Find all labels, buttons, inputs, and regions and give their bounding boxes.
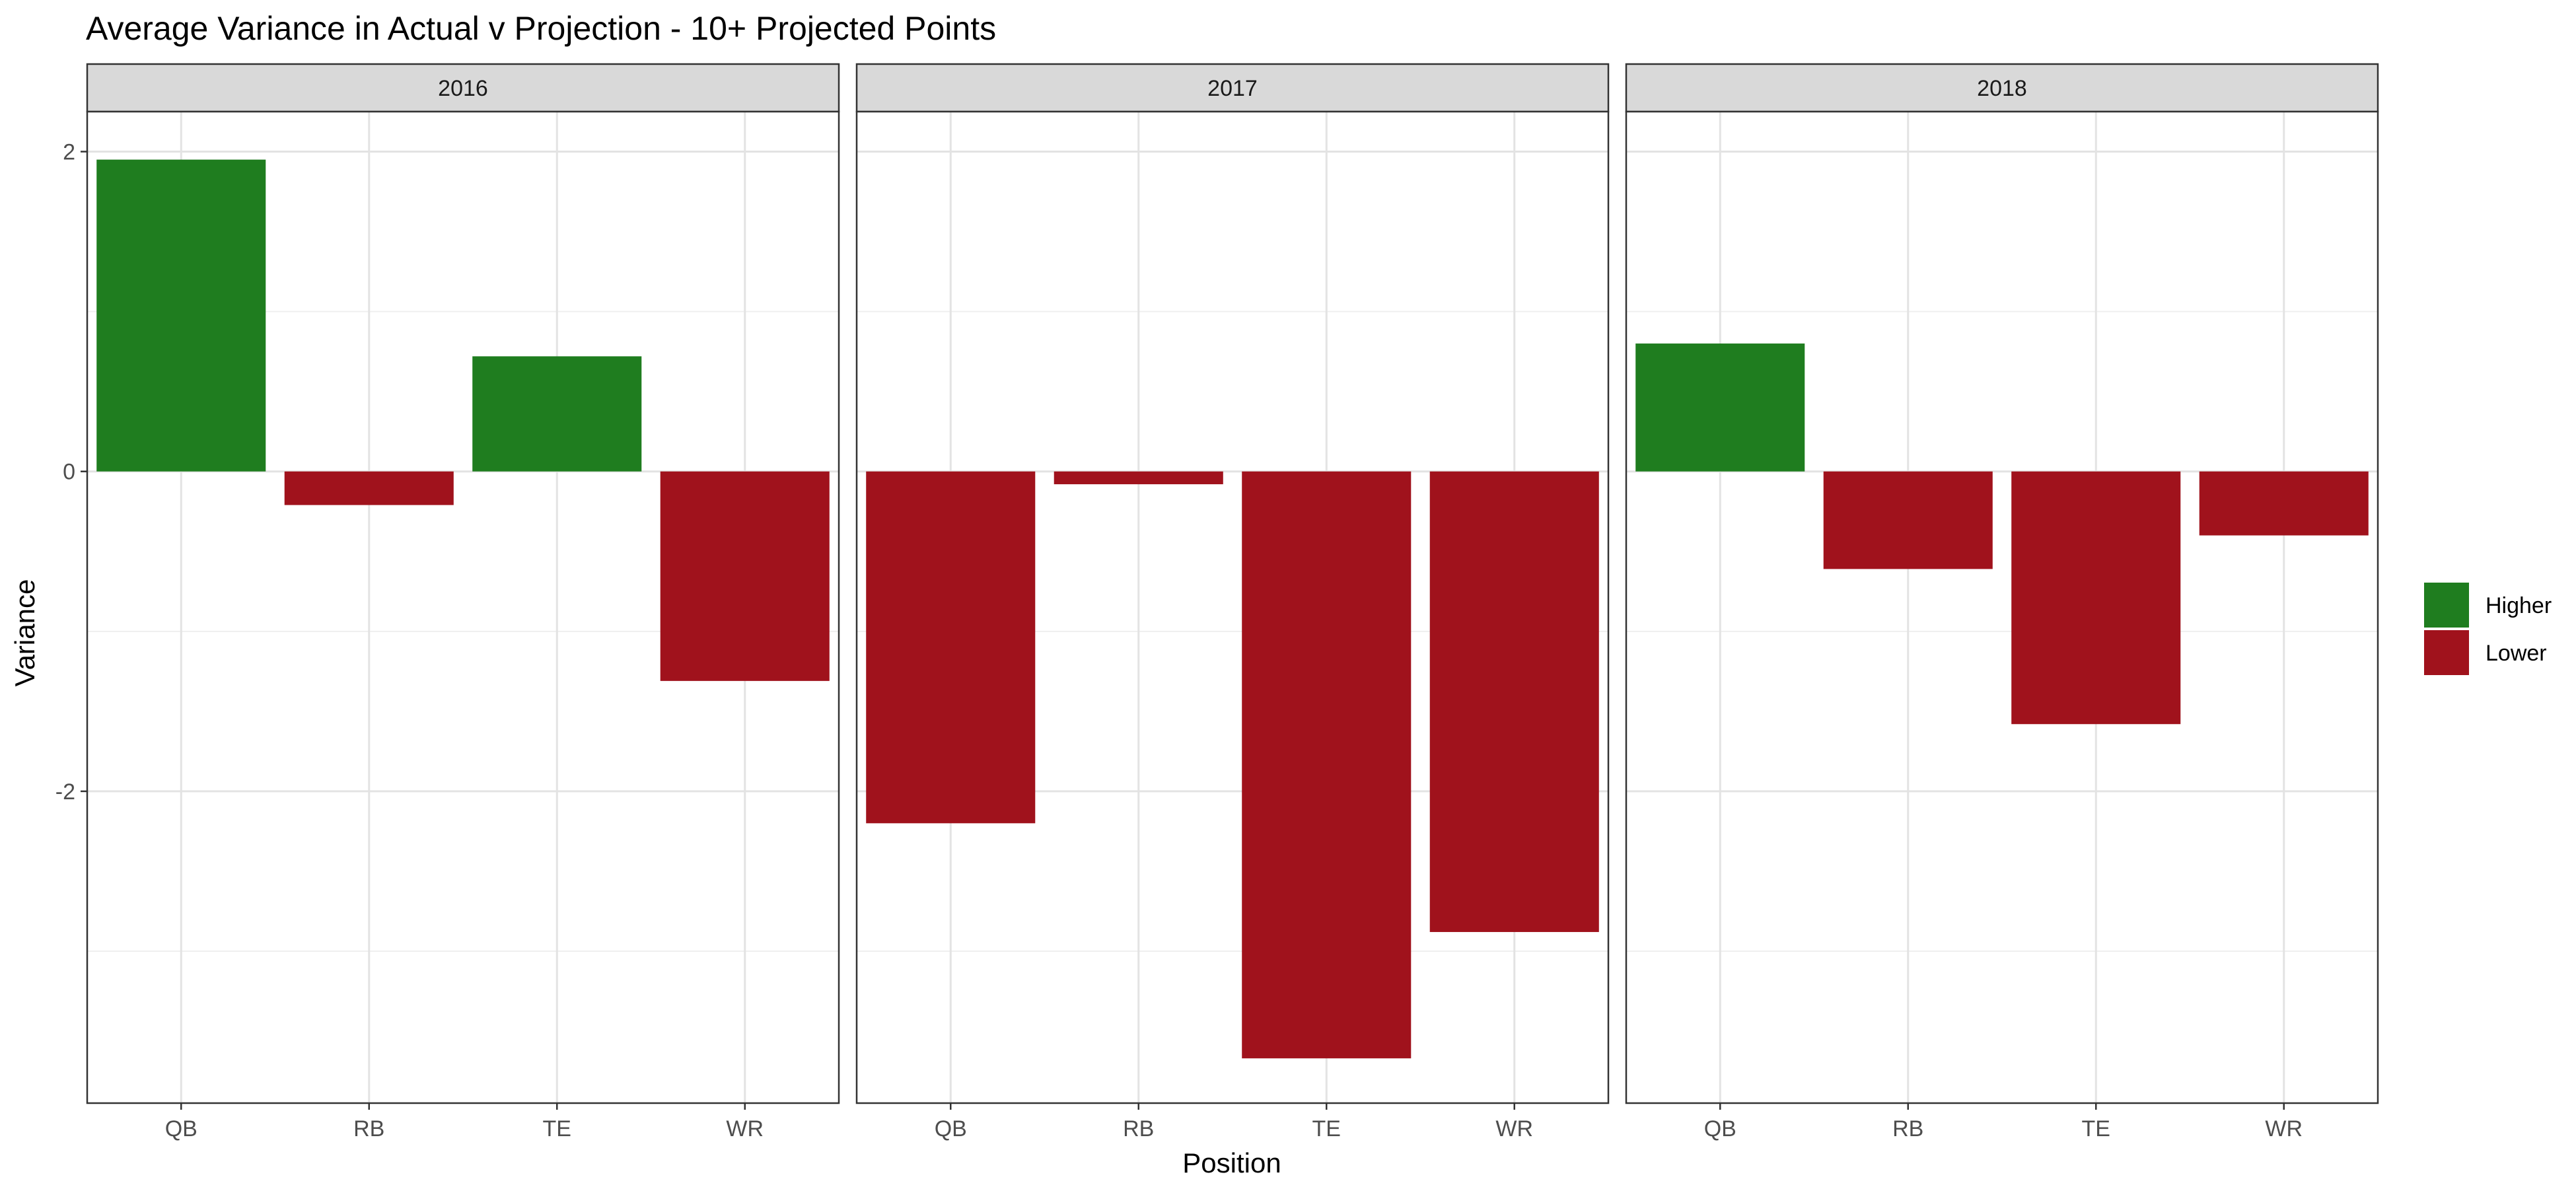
facet-panel-2016: 2016 QB RB TE WR bbox=[86, 63, 840, 1141]
bar-2018-RB bbox=[1823, 471, 1993, 569]
chart-title: Average Variance in Actual v Projection … bbox=[86, 10, 996, 47]
x-tick-label: WR bbox=[726, 1116, 764, 1141]
facet-panel-2017: 2017 QB RB TE WR bbox=[855, 63, 1610, 1141]
x-tick-label: WR bbox=[1495, 1116, 1533, 1141]
panel-border bbox=[86, 110, 840, 1104]
legend-key-higher bbox=[2424, 583, 2469, 628]
x-tick-label: QB bbox=[935, 1116, 967, 1141]
legend: Higher Lower bbox=[2424, 583, 2552, 675]
x-tick-label: RB bbox=[1123, 1116, 1154, 1141]
x-tick-label: TE bbox=[1312, 1116, 1341, 1141]
bar-2018-QB bbox=[1635, 343, 1805, 472]
facet-strip bbox=[86, 63, 840, 113]
bar-2018-TE bbox=[2011, 471, 2181, 725]
y-tick-label: -2 bbox=[55, 779, 75, 805]
x-tick-label: QB bbox=[1704, 1116, 1736, 1141]
bar-2018-WR bbox=[2199, 471, 2369, 536]
x-tick-label: TE bbox=[543, 1116, 571, 1141]
facet-strip-label: 2016 bbox=[438, 76, 488, 101]
bar-2016-RB bbox=[284, 471, 454, 505]
y-axis: 2 0 -2 bbox=[55, 140, 87, 805]
bar-2017-TE bbox=[1242, 471, 1412, 1059]
x-tick-label: WR bbox=[2265, 1116, 2303, 1141]
x-tick-label: QB bbox=[165, 1116, 197, 1141]
x-tick-label: TE bbox=[2082, 1116, 2110, 1141]
bar-2016-TE bbox=[472, 356, 642, 472]
x-tick-label: RB bbox=[1892, 1116, 1923, 1141]
facet-strip-label: 2017 bbox=[1207, 76, 1258, 101]
facet-panels: 2016 QB RB TE WR 2017 QB RB TE WR 2018 QB RB TE WR bbox=[86, 63, 2379, 1141]
facet-panel-2018: 2018 QB RB TE WR bbox=[1625, 63, 2379, 1141]
bar-2017-WR bbox=[1429, 471, 1599, 932]
bar-2016-WR bbox=[660, 471, 830, 681]
y-tick-label: 0 bbox=[63, 460, 75, 485]
bar-2017-RB bbox=[1054, 471, 1223, 485]
bar-2016-QB bbox=[96, 159, 266, 472]
bar-2017-QB bbox=[866, 471, 1036, 824]
x-axis-label: Position bbox=[1182, 1147, 1281, 1178]
facet-strip-label: 2018 bbox=[1977, 76, 2027, 101]
panel-border bbox=[855, 110, 1610, 1104]
legend-key-lower bbox=[2424, 630, 2469, 675]
y-axis-label: Variance bbox=[9, 579, 40, 687]
panel-border bbox=[1625, 110, 2379, 1104]
x-tick-label: RB bbox=[353, 1116, 384, 1141]
legend-label-lower: Lower bbox=[2486, 641, 2547, 666]
y-tick-label: 2 bbox=[63, 140, 75, 165]
facet-strip bbox=[1625, 63, 2379, 113]
facet-strip bbox=[855, 63, 1610, 113]
legend-label-higher: Higher bbox=[2486, 593, 2552, 618]
panel-background bbox=[1626, 112, 2378, 1103]
